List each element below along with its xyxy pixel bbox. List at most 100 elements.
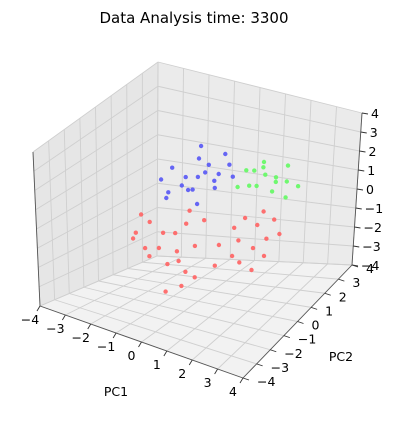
data-point-series-1 <box>142 245 148 251</box>
z-tick-label: 2 <box>369 144 377 159</box>
data-point-series-3 <box>244 168 249 173</box>
data-point-series-2 <box>185 187 191 193</box>
data-point-series-1 <box>176 258 181 264</box>
back-wall-gridline <box>157 61 363 114</box>
chart-title: Data Analysis time: 3300 <box>99 9 288 27</box>
x-tick-mark <box>112 332 117 339</box>
data-point-series-1 <box>272 217 277 222</box>
data-point-series-3 <box>269 189 275 194</box>
x-tick-label: 1 <box>153 357 161 372</box>
axis-line <box>32 151 41 307</box>
z-tick-mark <box>360 131 367 134</box>
x-tick-mark <box>188 359 193 366</box>
data-point-series-1 <box>242 215 248 221</box>
data-point-series-1 <box>277 231 282 237</box>
data-point-series-1 <box>163 289 168 294</box>
floor-gridline <box>217 263 328 370</box>
left-wall-gridline <box>35 134 158 211</box>
data-point-series-3 <box>285 163 291 168</box>
data-point-series-1 <box>184 221 189 226</box>
left-wall-gridline <box>156 61 159 257</box>
floor-gridline <box>191 262 304 361</box>
data-point-series-1 <box>250 245 256 251</box>
data-point-series-2 <box>206 162 211 167</box>
x-tick-label: 0 <box>128 348 136 363</box>
back-wall-gridline <box>157 158 358 190</box>
x-tick-mark <box>138 341 142 348</box>
data-point-series-1 <box>237 260 242 265</box>
data-point-series-2 <box>195 174 201 180</box>
data-point-series-2 <box>164 195 169 201</box>
y-tick-label: −4 <box>257 374 275 389</box>
y-axis-label: PC2 <box>329 349 353 364</box>
z-tick-mark <box>359 150 366 153</box>
x-tick-label: −1 <box>97 339 115 354</box>
data-point-series-1 <box>249 267 254 273</box>
data-point-series-1 <box>232 225 237 230</box>
z-tick-mark <box>354 226 361 229</box>
y-tick-label: −1 <box>298 332 316 347</box>
data-point-series-1 <box>133 230 138 235</box>
z-tick-label: 4 <box>371 106 379 121</box>
y-tick-label: 2 <box>339 289 347 304</box>
floor-gridline <box>142 261 339 280</box>
data-point-series-3 <box>261 159 267 165</box>
x-tick-mark <box>87 323 92 330</box>
data-point-series-3 <box>254 183 259 189</box>
left-wall-gridline <box>110 95 114 275</box>
back-wall-gridline <box>157 110 360 152</box>
data-point-series-2 <box>212 178 217 183</box>
data-point-series-2 <box>196 156 202 161</box>
data-point-series-1 <box>183 269 188 274</box>
data-point-series-1 <box>160 230 166 235</box>
z-tick-label: −1 <box>365 201 383 216</box>
back-wall-gridline <box>327 106 337 264</box>
floor-gridline <box>113 274 312 308</box>
y-tick-mark <box>270 349 277 353</box>
left-wall-gridline <box>34 110 158 191</box>
z-tick-mark <box>353 245 360 248</box>
data-point-series-1 <box>173 230 178 236</box>
y-tick-mark <box>338 278 345 282</box>
floor-gridline <box>127 268 325 294</box>
floor-gridline <box>98 280 298 322</box>
x-tick-label: −4 <box>21 312 39 327</box>
y-tick-mark <box>256 363 263 367</box>
data-point-series-1 <box>261 253 267 259</box>
y-tick-mark <box>351 264 359 268</box>
z-tick-mark <box>361 112 369 115</box>
left-wall-gridline <box>126 84 129 269</box>
data-point-series-1 <box>147 254 152 259</box>
y-tick-mark <box>242 377 250 381</box>
data-point-series-2 <box>212 185 217 191</box>
data-point-series-3 <box>263 172 268 177</box>
data-point-series-2 <box>230 174 235 179</box>
y-tick-mark <box>283 335 291 339</box>
data-point-series-3 <box>273 175 279 180</box>
data-point-series-2 <box>190 187 195 192</box>
data-point-series-1 <box>192 275 197 280</box>
back-wall-gridline <box>157 134 359 171</box>
data-point-series-3 <box>235 184 240 190</box>
data-point-series-3 <box>284 179 289 184</box>
data-point-series-1 <box>255 222 260 228</box>
data-point-series-3 <box>252 168 257 173</box>
data-point-series-3 <box>247 183 252 188</box>
floor-gridline <box>156 255 353 266</box>
data-point-series-3 <box>273 179 278 185</box>
left-wall-gridline <box>36 158 158 230</box>
y-tick-label: −3 <box>271 360 289 375</box>
data-point-series-2 <box>183 174 188 180</box>
data-point-series-1 <box>174 249 180 254</box>
data-point-series-1 <box>261 209 266 214</box>
data-point-series-3 <box>295 184 301 189</box>
data-point-series-1 <box>147 219 152 225</box>
y-tick-label: 1 <box>325 303 333 318</box>
x-tick-mark <box>163 350 168 357</box>
y-tick-label: 0 <box>312 318 320 333</box>
data-point-series-2 <box>223 151 228 157</box>
data-point-series-1 <box>229 253 235 259</box>
z-tick-label: 3 <box>370 125 378 140</box>
data-point-series-2 <box>203 170 208 175</box>
